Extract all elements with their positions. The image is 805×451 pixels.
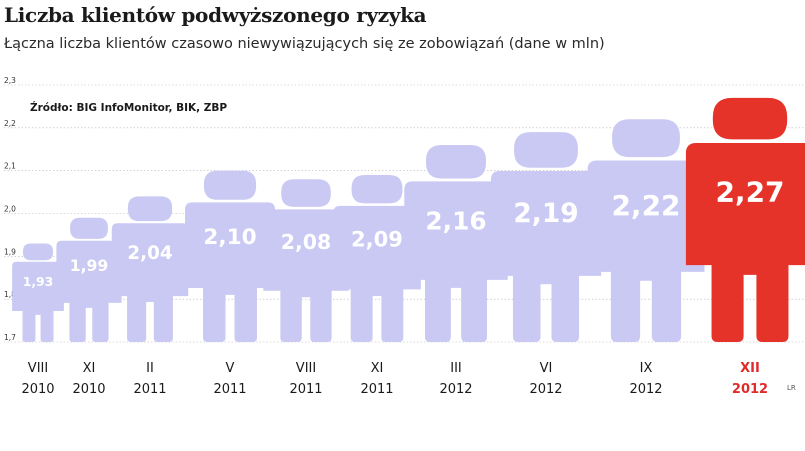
- author-credit: LR: [787, 384, 796, 392]
- x-label-year: 2012: [439, 382, 472, 397]
- people-figures: [12, 97, 805, 343]
- y-tick-label: 1,7: [4, 333, 16, 342]
- chart-title: Liczba klientów podwyższonego ryzyka: [4, 3, 427, 27]
- y-tick-label: 2,0: [4, 205, 16, 214]
- value-label: 2,10: [203, 225, 256, 250]
- x-label-month: XI: [83, 361, 96, 376]
- person-figure: [111, 196, 189, 342]
- person-figure: [263, 179, 349, 342]
- value-label: 2,19: [513, 198, 578, 229]
- x-label-month: III: [450, 361, 462, 376]
- y-tick-label: 2,3: [4, 76, 16, 85]
- y-axis-ticks: 2,3 2,2 2,1 2,0 1,9 1,8 1,7: [4, 76, 16, 342]
- x-label-month: VI: [540, 361, 553, 376]
- x-label-year: 2011: [289, 382, 322, 397]
- x-label-year: 2011: [360, 382, 393, 397]
- person-figure: [404, 144, 508, 342]
- person-figure: [490, 132, 602, 342]
- x-label-year: 2010: [72, 382, 105, 397]
- x-label-month: VIII: [28, 361, 48, 376]
- x-axis-labels: VIII 2010 XI 2010 II 2011 V 2011 VIII 2011 XI 2011 I…: [21, 361, 768, 397]
- value-label: 2,16: [425, 207, 486, 236]
- source-note: Źródło: BIG InfoMonitor, BIK, ZBP: [30, 101, 227, 114]
- y-tick-label: 2,2: [4, 119, 16, 128]
- person-figure: [185, 170, 275, 342]
- person-figure: [333, 174, 421, 342]
- x-label-month: XI: [371, 361, 384, 376]
- x-label-year: 2012: [732, 382, 768, 397]
- value-label: 2,08: [281, 230, 332, 254]
- value-label: 2,22: [611, 189, 680, 222]
- x-label-month: VIII: [296, 361, 316, 376]
- person-figure: [587, 119, 705, 343]
- value-label: 2,27: [715, 176, 784, 209]
- x-label-year: 2011: [213, 382, 246, 397]
- value-label: 1,93: [23, 274, 54, 289]
- x-label-month: XII: [740, 361, 760, 376]
- value-labels: 1,93 1,99 2,04 2,10 2,08 2,09 2,16 2,19 2,22 2,27: [23, 176, 785, 289]
- chart-subtitle: Łączna liczba klientów czasowo niewywiąz…: [4, 36, 605, 52]
- person-figure: [12, 243, 64, 342]
- x-label-month: II: [146, 361, 154, 376]
- y-tick-label: 2,1: [4, 162, 16, 171]
- value-label: 2,04: [127, 243, 172, 264]
- person-figure: [56, 217, 122, 342]
- x-label-year: 2010: [21, 382, 54, 397]
- value-label: 2,09: [351, 227, 403, 252]
- y-tick-label: 1,9: [4, 247, 16, 256]
- x-label-year: 2011: [133, 382, 166, 397]
- value-label: 1,99: [70, 256, 109, 275]
- x-label-year: 2012: [629, 382, 662, 397]
- y-tick-label: 1,8: [4, 290, 16, 299]
- x-label-month: IX: [640, 361, 653, 376]
- x-label-month: V: [226, 361, 235, 376]
- person-figure-highlight: [685, 97, 805, 342]
- x-label-year: 2012: [529, 382, 562, 397]
